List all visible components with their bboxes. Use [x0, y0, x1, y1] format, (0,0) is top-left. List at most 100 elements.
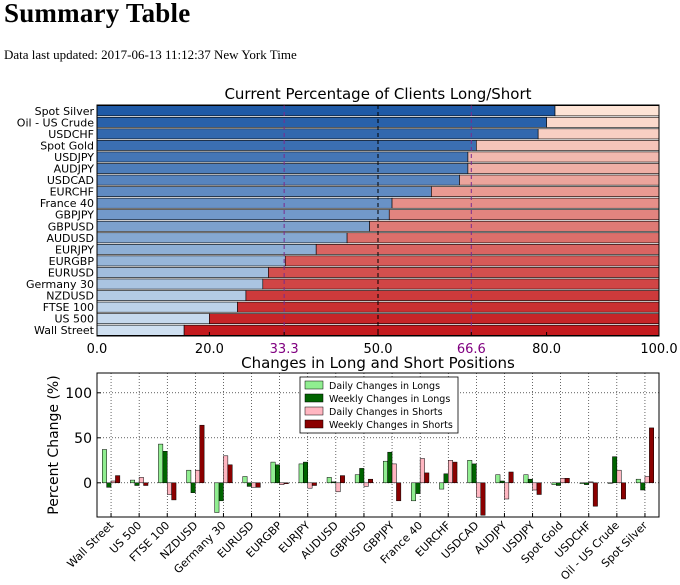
category-label: USDJPY [54, 151, 94, 164]
change-bar [527, 478, 533, 484]
change-bar [134, 482, 140, 486]
change-bar [190, 482, 196, 493]
change-bar [340, 475, 345, 484]
change-bar [218, 482, 224, 502]
change-bar [251, 482, 257, 488]
x-tick-label: 100.0 [640, 342, 677, 357]
change-bar [359, 468, 365, 484]
category-label: USDCHF [48, 128, 94, 141]
category-label: AUDUSD [46, 232, 94, 245]
y-tick-label: 0 [83, 476, 92, 492]
category-label: EURUSD [48, 266, 94, 279]
change-bar [480, 482, 486, 516]
x-tick-label: 80.0 [532, 342, 561, 357]
change-bar [584, 482, 589, 485]
change-bar [214, 482, 220, 513]
change-bar [162, 451, 168, 484]
change-bar [102, 449, 107, 484]
change-bar [415, 482, 421, 494]
legend-entry: Weekly Changes in Longs [329, 394, 450, 405]
category-label: EURGBP [49, 255, 95, 268]
category-label: GBPJPY [55, 209, 94, 222]
legend-entry: Daily Changes in Shorts [329, 407, 443, 418]
y-tick-label: 50 [74, 431, 92, 447]
change-bar [115, 475, 121, 484]
change-bar [476, 482, 482, 498]
change-bar [588, 481, 594, 484]
change-bar [471, 463, 477, 484]
change-bar [396, 482, 402, 502]
change-bar [532, 482, 538, 491]
y-axis-label: Percent Change (%) [46, 375, 62, 514]
category-label: Oil - US Crude [17, 116, 94, 129]
change-bar [640, 482, 646, 491]
change-bar [255, 482, 261, 488]
category-label: France 40 [40, 197, 94, 210]
chart2-frame [96, 372, 660, 518]
change-bar [551, 482, 557, 485]
special-tick-label: 33.3 [270, 342, 299, 357]
change-bar [335, 482, 341, 493]
last-updated-label: Data last updated: [4, 47, 98, 62]
x-tick-label: 50.0 [364, 342, 393, 357]
change-bar [303, 461, 309, 484]
y-tick-label: 100 [65, 386, 92, 402]
chart2-title: Changes in Long and Short Positions [241, 354, 515, 372]
last-updated-line: Data last updated: 2017-06-13 11:12:37 N… [4, 47, 297, 63]
change-bar [195, 469, 201, 484]
last-updated-value: 2017-06-13 11:12:37 New York Time [101, 47, 297, 62]
change-bar [419, 458, 425, 484]
category-label: EURCHF [50, 186, 94, 199]
category-label: NZDUSD [46, 290, 94, 303]
change-bar [199, 424, 205, 484]
x-tick-label: 0.0 [87, 342, 108, 357]
change-bar [579, 482, 585, 484]
change-bar [499, 480, 505, 484]
client-sentiment-chart: Current Percentage of Clients Long/Short… [17, 85, 678, 357]
legend-box [299, 376, 459, 434]
change-bar [621, 482, 626, 500]
change-bar [411, 482, 417, 502]
category-label: AUDJPY [54, 163, 95, 176]
change-bar [242, 476, 248, 484]
change-bar [556, 482, 561, 486]
legend-entry: Daily Changes in Longs [329, 381, 440, 392]
legend-entry: Weekly Changes in Shorts [329, 420, 453, 431]
change-bar [275, 464, 280, 484]
change-bar [452, 461, 458, 484]
change-bar [106, 482, 112, 488]
change-bar [616, 469, 622, 484]
change-bar [592, 482, 598, 507]
category-label: FTSE 100 [43, 301, 94, 314]
change-bar [110, 480, 116, 484]
category-label: Spot Gold [40, 139, 94, 152]
change-bar [443, 473, 449, 484]
change-bar [130, 479, 136, 484]
category-label: USDCAD [47, 174, 94, 187]
change-bar [138, 477, 144, 484]
change-bar [508, 471, 514, 484]
special-tick-label: 66.6 [457, 342, 486, 357]
change-bar [439, 482, 445, 490]
change-bar [495, 474, 501, 484]
change-bar [307, 482, 313, 489]
change-bar [223, 455, 229, 484]
page-title: Summary Table [4, 0, 191, 28]
change-bar [560, 478, 566, 484]
change-bar [612, 456, 618, 484]
change-bar [523, 474, 529, 484]
chart1-title: Current Percentage of Clients Long/Short [224, 85, 531, 103]
change-bar [186, 469, 192, 484]
change-bar [326, 477, 332, 484]
category-label: EURJPY [55, 243, 94, 256]
change-bar [383, 460, 388, 484]
change-bar [649, 427, 654, 484]
change-bar [167, 482, 172, 495]
change-bar [387, 451, 393, 484]
change-bar [311, 482, 317, 486]
change-bar [246, 482, 252, 487]
change-bar [504, 482, 510, 500]
change-bar [279, 482, 285, 485]
category-label: US 500 [54, 313, 94, 326]
